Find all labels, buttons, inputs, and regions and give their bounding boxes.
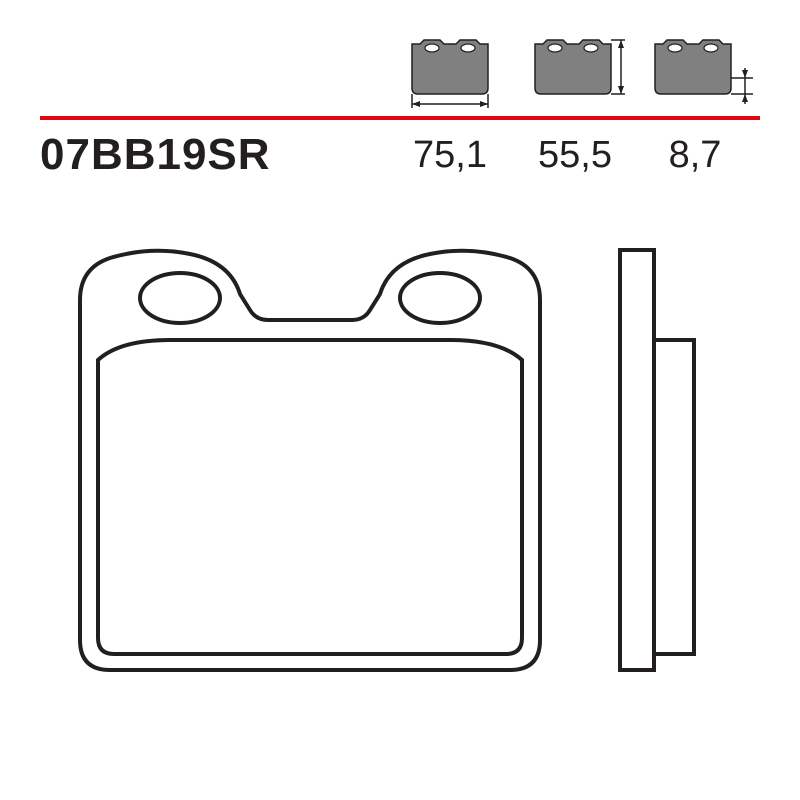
width-dimension-icon [412,40,488,108]
diagram-svg [0,0,800,800]
brake-pad-side-view [620,250,694,670]
thickness-dimension-icon [655,40,753,104]
height-dimension-icon [535,40,625,94]
diagram-container: 07BB19SR 75,1 55,5 8,7 [0,0,800,800]
brake-pad-front-view [80,251,540,670]
